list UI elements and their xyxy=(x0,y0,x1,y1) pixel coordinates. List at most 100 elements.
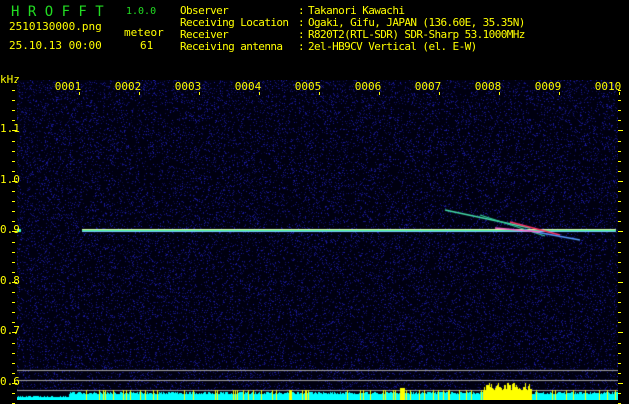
y-tick-label: 0.6 xyxy=(0,374,20,388)
y-tick xyxy=(618,160,621,162)
y-tick xyxy=(12,140,15,142)
y-tick xyxy=(618,130,623,132)
y-tick xyxy=(12,221,15,223)
x-tick-label: 0008 xyxy=(474,80,502,93)
info-sep: : xyxy=(298,40,305,53)
x-tick-label: 0001 xyxy=(54,80,82,93)
y-tick xyxy=(618,332,623,334)
y-tick xyxy=(618,211,621,213)
y-tick xyxy=(618,393,621,394)
y-tick xyxy=(12,372,15,374)
y-tick xyxy=(12,281,17,283)
y-tick xyxy=(618,100,621,102)
y-tick xyxy=(618,302,621,304)
app-title: H R O F F T xyxy=(11,4,104,20)
x-tick xyxy=(379,92,380,95)
y-tick xyxy=(12,312,15,314)
y-axis-unit: kHz xyxy=(0,73,20,86)
y-tick-label: 0.7 xyxy=(0,324,20,337)
antenna-value: 2el-HB9CV Vertical (el. E-W) xyxy=(308,40,477,53)
y-tick xyxy=(618,191,621,192)
x-tick xyxy=(619,92,620,95)
info-key: Receiver xyxy=(180,28,229,41)
y-tick xyxy=(12,251,15,253)
x-tick-label: 0002 xyxy=(114,80,142,93)
y-tick xyxy=(618,261,621,263)
info-sep: : xyxy=(298,16,305,29)
y-tick xyxy=(12,382,17,384)
y-tick xyxy=(12,271,15,273)
y-tick xyxy=(12,261,15,263)
y-tick xyxy=(12,393,15,394)
x-tick-label: 0007 xyxy=(414,80,442,93)
x-tick xyxy=(199,92,200,95)
spectrogram xyxy=(17,80,618,400)
y-tick xyxy=(12,231,17,233)
y-tick xyxy=(618,221,621,223)
y-tick xyxy=(618,342,621,344)
y-tick xyxy=(12,362,15,364)
y-tick xyxy=(12,120,15,122)
meteor-label: meteor xyxy=(124,26,164,39)
info-key: Receiving Location xyxy=(180,16,289,29)
info-key: Receiving antenna xyxy=(180,40,283,53)
y-tick xyxy=(12,211,15,213)
y-tick xyxy=(618,110,621,112)
y-tick xyxy=(618,201,621,203)
y-tick xyxy=(12,130,17,132)
y-tick xyxy=(618,251,621,253)
y-tick xyxy=(12,100,15,102)
app-version: 1.0.0 xyxy=(126,6,157,17)
x-tick xyxy=(559,92,560,95)
x-tick-label: 0009 xyxy=(534,80,562,93)
y-tick xyxy=(12,170,15,172)
x-tick xyxy=(319,92,320,95)
y-tick xyxy=(618,292,621,293)
meteor-count: 61 xyxy=(140,39,154,52)
y-tick-label: 0.8 xyxy=(0,273,20,287)
x-tick xyxy=(499,92,500,95)
y-tick xyxy=(618,150,621,152)
y-tick-label: 0.9 xyxy=(0,223,20,236)
y-tick xyxy=(12,180,17,182)
y-tick xyxy=(12,201,15,203)
y-tick xyxy=(12,352,15,354)
x-tick-label: 0010 xyxy=(594,80,622,93)
y-tick xyxy=(618,90,621,91)
location-value: Ogaki, Gifu, JAPAN (136.60E, 35.35N) xyxy=(308,16,525,29)
y-tick xyxy=(618,281,623,283)
y-tick xyxy=(618,170,621,172)
info-sep: : xyxy=(298,4,305,17)
y-tick xyxy=(618,140,621,142)
y-tick-label: 1.0 xyxy=(0,172,20,186)
x-tick xyxy=(259,92,260,95)
y-tick xyxy=(12,292,15,293)
y-tick xyxy=(12,90,15,91)
receiver-value: R820T2(RTL-SDR) SDR-Sharp 53.1000MHz xyxy=(308,28,525,41)
x-tick-label: 0005 xyxy=(294,80,322,93)
y-tick xyxy=(618,120,621,122)
x-tick-label: 0003 xyxy=(174,80,202,93)
y-tick xyxy=(12,332,17,334)
y-tick xyxy=(12,302,15,304)
y-tick xyxy=(618,352,621,354)
y-tick xyxy=(12,241,15,243)
info-sep: : xyxy=(298,28,305,41)
y-tick-label: 1.1 xyxy=(0,122,20,135)
y-tick xyxy=(12,150,15,152)
y-tick xyxy=(12,110,15,112)
y-tick xyxy=(618,231,623,233)
y-tick xyxy=(12,342,15,344)
y-tick xyxy=(618,382,623,384)
y-tick xyxy=(12,191,15,192)
y-tick xyxy=(618,362,621,364)
x-tick xyxy=(79,92,80,95)
y-tick xyxy=(12,160,15,162)
y-tick xyxy=(618,322,621,324)
y-tick xyxy=(618,372,621,374)
y-tick xyxy=(618,271,621,273)
file-name: 2510130000.png xyxy=(9,20,102,33)
info-key: Observer xyxy=(180,4,229,17)
y-tick xyxy=(12,322,15,324)
x-tick-label: 0004 xyxy=(234,80,262,93)
